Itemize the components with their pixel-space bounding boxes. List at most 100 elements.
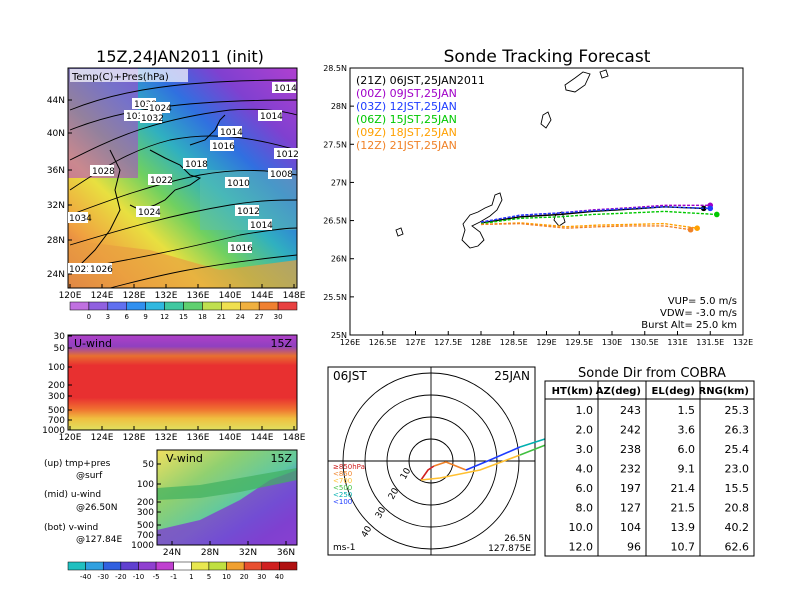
pressure-tick: 700 (137, 531, 154, 541)
lon-tick: 124E (91, 291, 114, 301)
lat-tick: 27N (331, 178, 347, 187)
lat-tick: 26N (331, 255, 347, 264)
cobra-cell: 127 (620, 502, 641, 515)
coastline (395, 69, 609, 249)
cobra-cell: 232 (620, 463, 641, 476)
lon-tick: 148E (283, 433, 306, 443)
cobra-header: HT(km) (552, 386, 593, 397)
lon-tick: 120E (59, 291, 82, 301)
cobra-cell: 10.7 (671, 541, 696, 554)
cobra-cell: 2.0 (576, 424, 594, 437)
colorbar-swatch (261, 561, 280, 571)
cobra-cell: 8.0 (576, 502, 594, 515)
pressure-tick: 700 (48, 416, 65, 426)
lon-tick: 144E (251, 433, 274, 443)
note-text: @26.50N (76, 503, 118, 513)
isobar-label: 1022 (150, 176, 173, 186)
colorbar-label: 40 (275, 573, 284, 581)
track-title: Sonde Tracking Forecast (444, 47, 651, 67)
isobar-labels: 1014 1014 1030 1032 1024 1032 1014 1016 … (68, 82, 299, 275)
lon-tick: 140E (219, 291, 242, 301)
isobar-label: 1014 (260, 112, 283, 122)
cobra-cell: 26.3 (725, 424, 750, 437)
lat-tick: 36N (277, 548, 295, 558)
isobar-label: 1014 (250, 221, 273, 231)
colorbar-label: 6 (125, 313, 130, 321)
colorbar-label: -40 (80, 573, 91, 581)
note-text: @127.84E (76, 535, 122, 545)
colorbar-swatch (88, 301, 109, 311)
burst-alt-text: Burst Alt= 25.0 km (641, 320, 737, 331)
cobra-cell: 1.5 (678, 404, 696, 417)
colorbar-label: 27 (255, 313, 264, 321)
polar-date: 25JAN (494, 369, 530, 383)
isobar-label: 1028 (92, 167, 115, 177)
isobar-label: 1016 (230, 244, 253, 254)
lat-tick: 28N (331, 102, 347, 111)
isobar-label: 1014 (220, 128, 243, 138)
pressure-tick: 500 (137, 521, 154, 531)
lat-tick: 36N (47, 166, 65, 176)
lat-tick: 24N (163, 548, 181, 558)
lon-tick: 120E (59, 433, 82, 443)
lat-tick: 40N (47, 129, 65, 139)
colorbar-label: 18 (198, 313, 207, 321)
left-map-legend: Temp(C)+Pres(hPa) (71, 72, 169, 83)
lat-tick: 28.5N (323, 64, 347, 73)
isobar-label: 1010 (227, 179, 250, 189)
cobra-cell: 3.0 (576, 443, 594, 456)
cobra-cell: 23.0 (725, 463, 750, 476)
track-info: VUP= 5.0 m/s VDW= -3.0 m/s Burst Alt= 25… (641, 296, 737, 331)
pressure-legend-item: <250 (333, 491, 352, 499)
lon-tick: 124E (91, 433, 114, 443)
pressure-legend-item: <700 (333, 477, 352, 485)
colorbar-swatch (145, 301, 165, 311)
colorbar-label: 30 (274, 313, 283, 321)
lat-tick: 28N (201, 548, 219, 558)
track-legend-item: (06Z) 15JST,25JAN (356, 113, 457, 126)
cobra-cell: 62.6 (725, 541, 750, 554)
colorbar-swatch (208, 561, 227, 571)
colorbar-label: 10 (222, 573, 231, 581)
lon-tick: 132E (155, 433, 178, 443)
isobar-label: 1012 (276, 150, 299, 160)
track-legend-item: (09Z) 18JST,25JAN (356, 126, 457, 139)
cobra-cell: 3.6 (678, 424, 696, 437)
pressure-tick: 1000 (131, 541, 154, 551)
u-wind-panel: U-wind 15Z (67, 334, 298, 431)
lon-tick: 126E (340, 338, 360, 347)
landing-point (700, 205, 707, 212)
lon-tick: 129E (536, 338, 556, 347)
temperature-colorbar: 0 3 6 9 12 15 18 21 24 27 30 (69, 301, 298, 321)
colorbar-label: 20 (240, 573, 249, 581)
lat-tick: 44N (47, 96, 65, 106)
cobra-cell: 242 (620, 424, 641, 437)
isobar-label: 1032 (141, 114, 164, 124)
u-wind-time: 15Z (270, 337, 292, 350)
cobra-cell: 13.9 (671, 521, 696, 534)
colorbar-swatch (221, 301, 241, 311)
lon-tick: 128E (123, 433, 146, 443)
polar-lat: 26.5N (504, 534, 531, 544)
colorbar-label: 12 (160, 313, 169, 321)
isobar-label: 1034 (69, 214, 92, 224)
isobar-label: 1030 (134, 100, 157, 110)
colorbar-swatch (183, 301, 203, 311)
lon-tick: 144E (251, 291, 274, 301)
lon-tick: 128.5E (500, 338, 528, 347)
cobra-cell: 238 (620, 443, 641, 456)
u-wind-lon-axis: 120E 124E 128E 132E 136E 140E 144E 148E (59, 426, 306, 443)
note-text: @surf (76, 471, 103, 481)
colorbar-swatch (120, 561, 139, 571)
lat-tick: 32N (239, 548, 257, 558)
cobra-cell: 25.4 (725, 443, 750, 456)
isobar-label: 1016 (212, 142, 235, 152)
panel-notes: (up) tmp+pres @surf (mid) u-wind @26.50N (bo… (44, 459, 122, 545)
pressure-tick: 100 (137, 480, 154, 490)
v-wind-lat-axis: 24N 28N 32N 36N (163, 541, 295, 558)
polar-lon: 127.875E (488, 544, 531, 554)
note-text: (bot) v-wind (44, 523, 98, 533)
colorbar-swatch (279, 561, 298, 571)
colorbar-label: 24 (236, 313, 245, 321)
cobra-cell: 6.0 (678, 443, 696, 456)
